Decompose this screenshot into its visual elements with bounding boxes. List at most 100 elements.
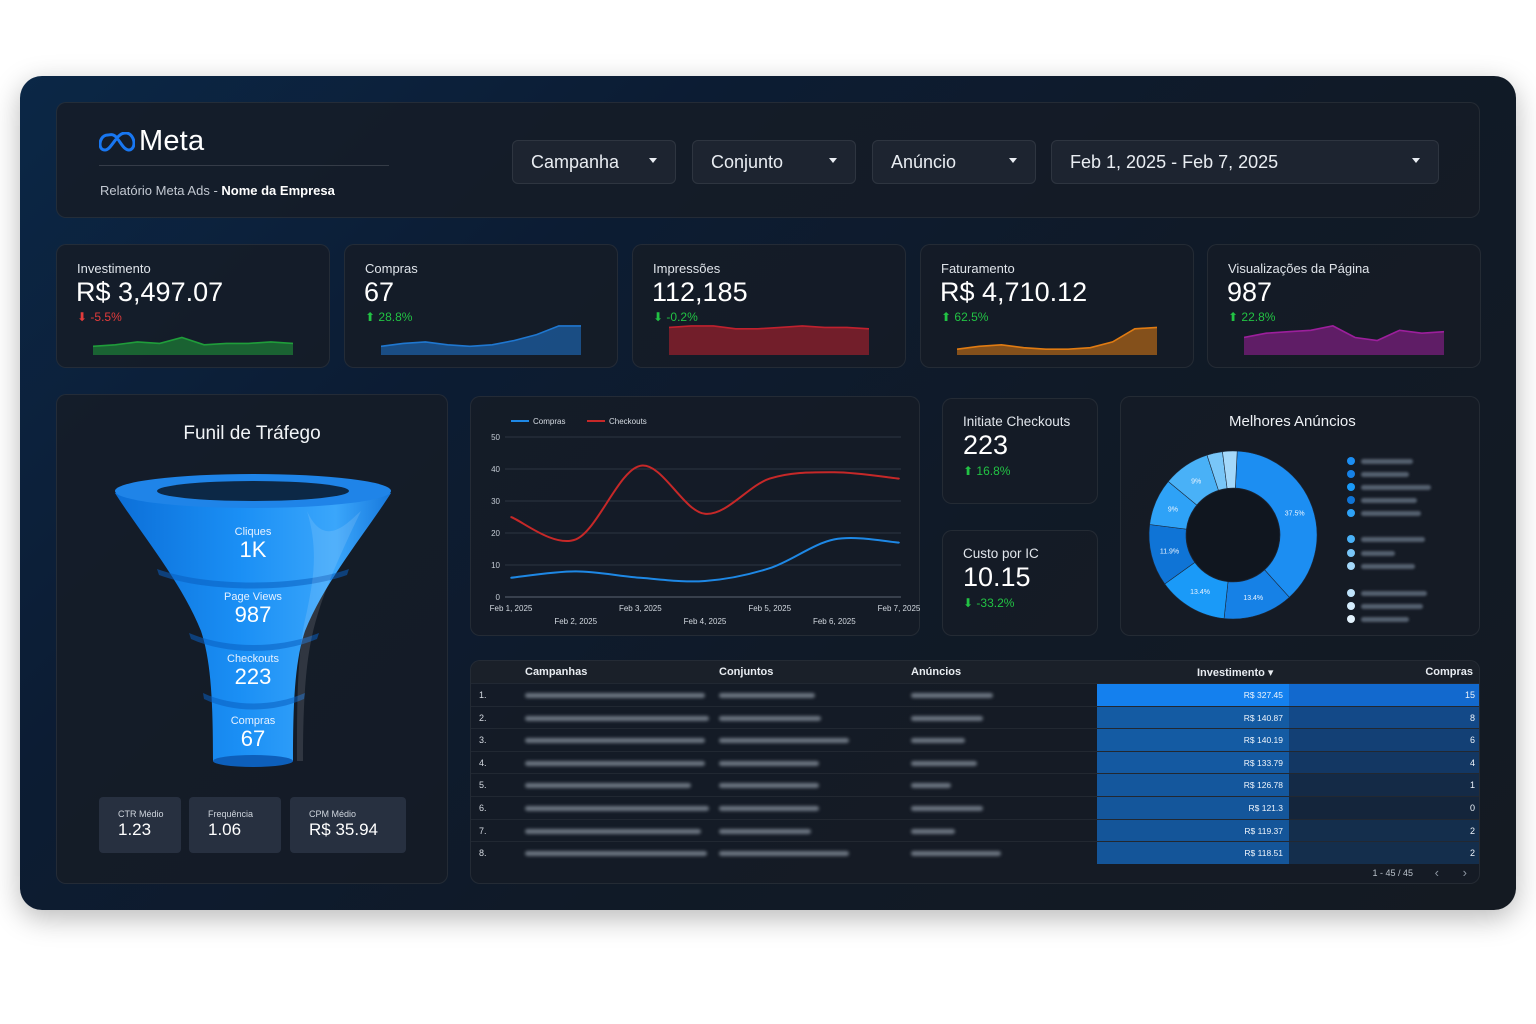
sparkline-area bbox=[957, 327, 1157, 355]
table-row[interactable]: 6. R$ 121.3 0 bbox=[471, 796, 1479, 819]
legend-dot bbox=[1347, 589, 1355, 597]
kpi-delta-text: -33.2% bbox=[976, 596, 1015, 610]
filter-anuncio[interactable]: Anúncio bbox=[872, 140, 1036, 184]
investimento-cell: R$ 126.78 bbox=[1097, 774, 1289, 796]
chevron-left-icon[interactable]: ‹ bbox=[1434, 865, 1439, 880]
col-campanhas[interactable]: Campanhas bbox=[525, 666, 588, 678]
compras-value: 15 bbox=[1464, 690, 1475, 700]
metric-value: R$ 35.94 bbox=[309, 820, 378, 839]
report-subtitle-prefix: Relatório Meta Ads - bbox=[100, 183, 222, 198]
legend-item[interactable] bbox=[1347, 535, 1425, 543]
data-point bbox=[833, 471, 836, 473]
logo-divider bbox=[99, 165, 389, 166]
table-row[interactable]: 8. R$ 118.51 2 bbox=[471, 841, 1479, 864]
legend-text-redacted bbox=[1361, 616, 1409, 622]
donut-slice[interactable] bbox=[1222, 450, 1238, 489]
table-row[interactable]: 4. R$ 133.79 4 bbox=[471, 750, 1479, 774]
funnel-stage-page-views: Page Views 987 bbox=[57, 591, 449, 627]
x-tick-label: Feb 4, 2025 bbox=[684, 617, 727, 626]
investimento-cell: R$ 121.3 bbox=[1097, 797, 1289, 819]
metric-value: 1.06 bbox=[208, 820, 242, 839]
legend-dot bbox=[1347, 509, 1355, 517]
donut-slice-label: 11.9% bbox=[1160, 549, 1179, 556]
filter-conjunto[interactable]: Conjunto bbox=[692, 140, 856, 184]
donut-slice-label: 9% bbox=[1191, 478, 1201, 485]
meta-infinity-icon bbox=[99, 131, 135, 152]
legend-item[interactable] bbox=[1347, 549, 1395, 557]
table-row[interactable]: 2. R$ 140.87 8 bbox=[471, 705, 1479, 729]
arrow-down-icon: ⬇ bbox=[77, 310, 88, 324]
sparkline-area bbox=[669, 325, 869, 355]
anuncio-redacted bbox=[911, 828, 955, 834]
legend-item[interactable] bbox=[1347, 483, 1431, 491]
chevron-right-icon[interactable]: › bbox=[1462, 865, 1467, 880]
kpi-delta-text: 62.5% bbox=[954, 310, 989, 324]
legend-item[interactable] bbox=[1347, 615, 1409, 623]
anuncio-redacted bbox=[911, 806, 983, 811]
filter-campanha[interactable]: Campanha bbox=[512, 140, 676, 184]
col-compras[interactable]: Compras bbox=[1425, 666, 1473, 678]
legend-item[interactable] bbox=[1347, 496, 1417, 504]
data-point bbox=[898, 477, 900, 480]
kpi-value: R$ 4,710.12 bbox=[940, 277, 1088, 307]
legend-item[interactable] bbox=[1347, 470, 1409, 478]
campanha-redacted bbox=[525, 806, 709, 811]
metric-label: CTR Médio bbox=[118, 809, 164, 819]
data-point bbox=[768, 477, 771, 480]
table-row[interactable]: 3. R$ 140.19 6 bbox=[471, 728, 1479, 751]
table-row[interactable]: 7. R$ 119.37 2 bbox=[471, 818, 1479, 842]
caret-down-icon bbox=[1009, 158, 1017, 163]
row-index: 7. bbox=[479, 825, 487, 836]
legend-dot bbox=[1347, 602, 1355, 610]
date-range-picker[interactable]: Feb 1, 2025 - Feb 7, 2025 bbox=[1051, 140, 1439, 184]
x-tick-label: Feb 1, 2025 bbox=[490, 604, 533, 613]
col-anuncios[interactable]: Anúncios bbox=[911, 666, 962, 678]
anuncio-redacted bbox=[911, 715, 983, 721]
legend-item[interactable] bbox=[1347, 457, 1413, 465]
kpi-delta: ⬆ 22.8% bbox=[1228, 310, 1275, 324]
funnel-graphic bbox=[115, 474, 391, 767]
compras-value: 1 bbox=[1469, 780, 1475, 791]
x-tick-label: Feb 5, 2025 bbox=[748, 604, 791, 613]
funnel-stage-label: Checkouts bbox=[227, 653, 279, 665]
kpi-value: 112,185 bbox=[652, 277, 748, 307]
investimento-cell: R$ 133.79 bbox=[1097, 751, 1289, 774]
anuncio-redacted bbox=[911, 738, 965, 744]
table-row[interactable]: 5. R$ 126.78 1 bbox=[471, 773, 1479, 796]
y-tick-label: 0 bbox=[496, 593, 501, 602]
donut-slice[interactable] bbox=[1235, 450, 1318, 598]
data-point bbox=[704, 513, 706, 515]
data-point bbox=[574, 538, 577, 541]
data-point bbox=[574, 570, 577, 573]
legend-item[interactable] bbox=[1347, 602, 1423, 610]
donut-slice-label: 37.5% bbox=[1285, 510, 1305, 517]
meta-logo: Meta bbox=[99, 125, 204, 158]
data-point bbox=[510, 577, 512, 579]
arrow-up-icon: ⬆ bbox=[365, 310, 376, 324]
col-conjuntos[interactable]: Conjuntos bbox=[719, 666, 774, 678]
conjunto-redacted bbox=[719, 715, 821, 721]
investimento-value: R$ 126.78 bbox=[1243, 780, 1283, 791]
compras-cell: 4 bbox=[1289, 751, 1479, 774]
legend-item[interactable] bbox=[1347, 562, 1415, 570]
legend-label: Compras bbox=[533, 417, 565, 426]
funnel-highlight bbox=[297, 511, 361, 761]
legend-item[interactable] bbox=[1347, 589, 1427, 597]
legend-item[interactable] bbox=[1347, 509, 1421, 517]
donut-slice-label: 9% bbox=[1168, 507, 1178, 514]
y-tick-label: 20 bbox=[491, 529, 500, 538]
x-tick-label: Feb 2, 2025 bbox=[554, 617, 597, 626]
investimento-cell: R$ 327.45 bbox=[1097, 684, 1289, 706]
series-line-compras bbox=[510, 537, 900, 583]
campanha-redacted bbox=[525, 851, 707, 857]
conjunto-redacted bbox=[719, 760, 819, 766]
campanha-redacted bbox=[525, 738, 705, 744]
legend-dot bbox=[1347, 549, 1355, 557]
table-row[interactable]: 1. R$ 327.45 15 bbox=[471, 683, 1479, 706]
data-point bbox=[768, 567, 771, 569]
data-point bbox=[510, 516, 512, 518]
legend-text-redacted bbox=[1361, 510, 1421, 516]
compras-value: 0 bbox=[1469, 803, 1475, 813]
conjunto-redacted bbox=[719, 738, 849, 744]
col-investimento[interactable]: Investimento ▾ bbox=[1197, 667, 1274, 679]
